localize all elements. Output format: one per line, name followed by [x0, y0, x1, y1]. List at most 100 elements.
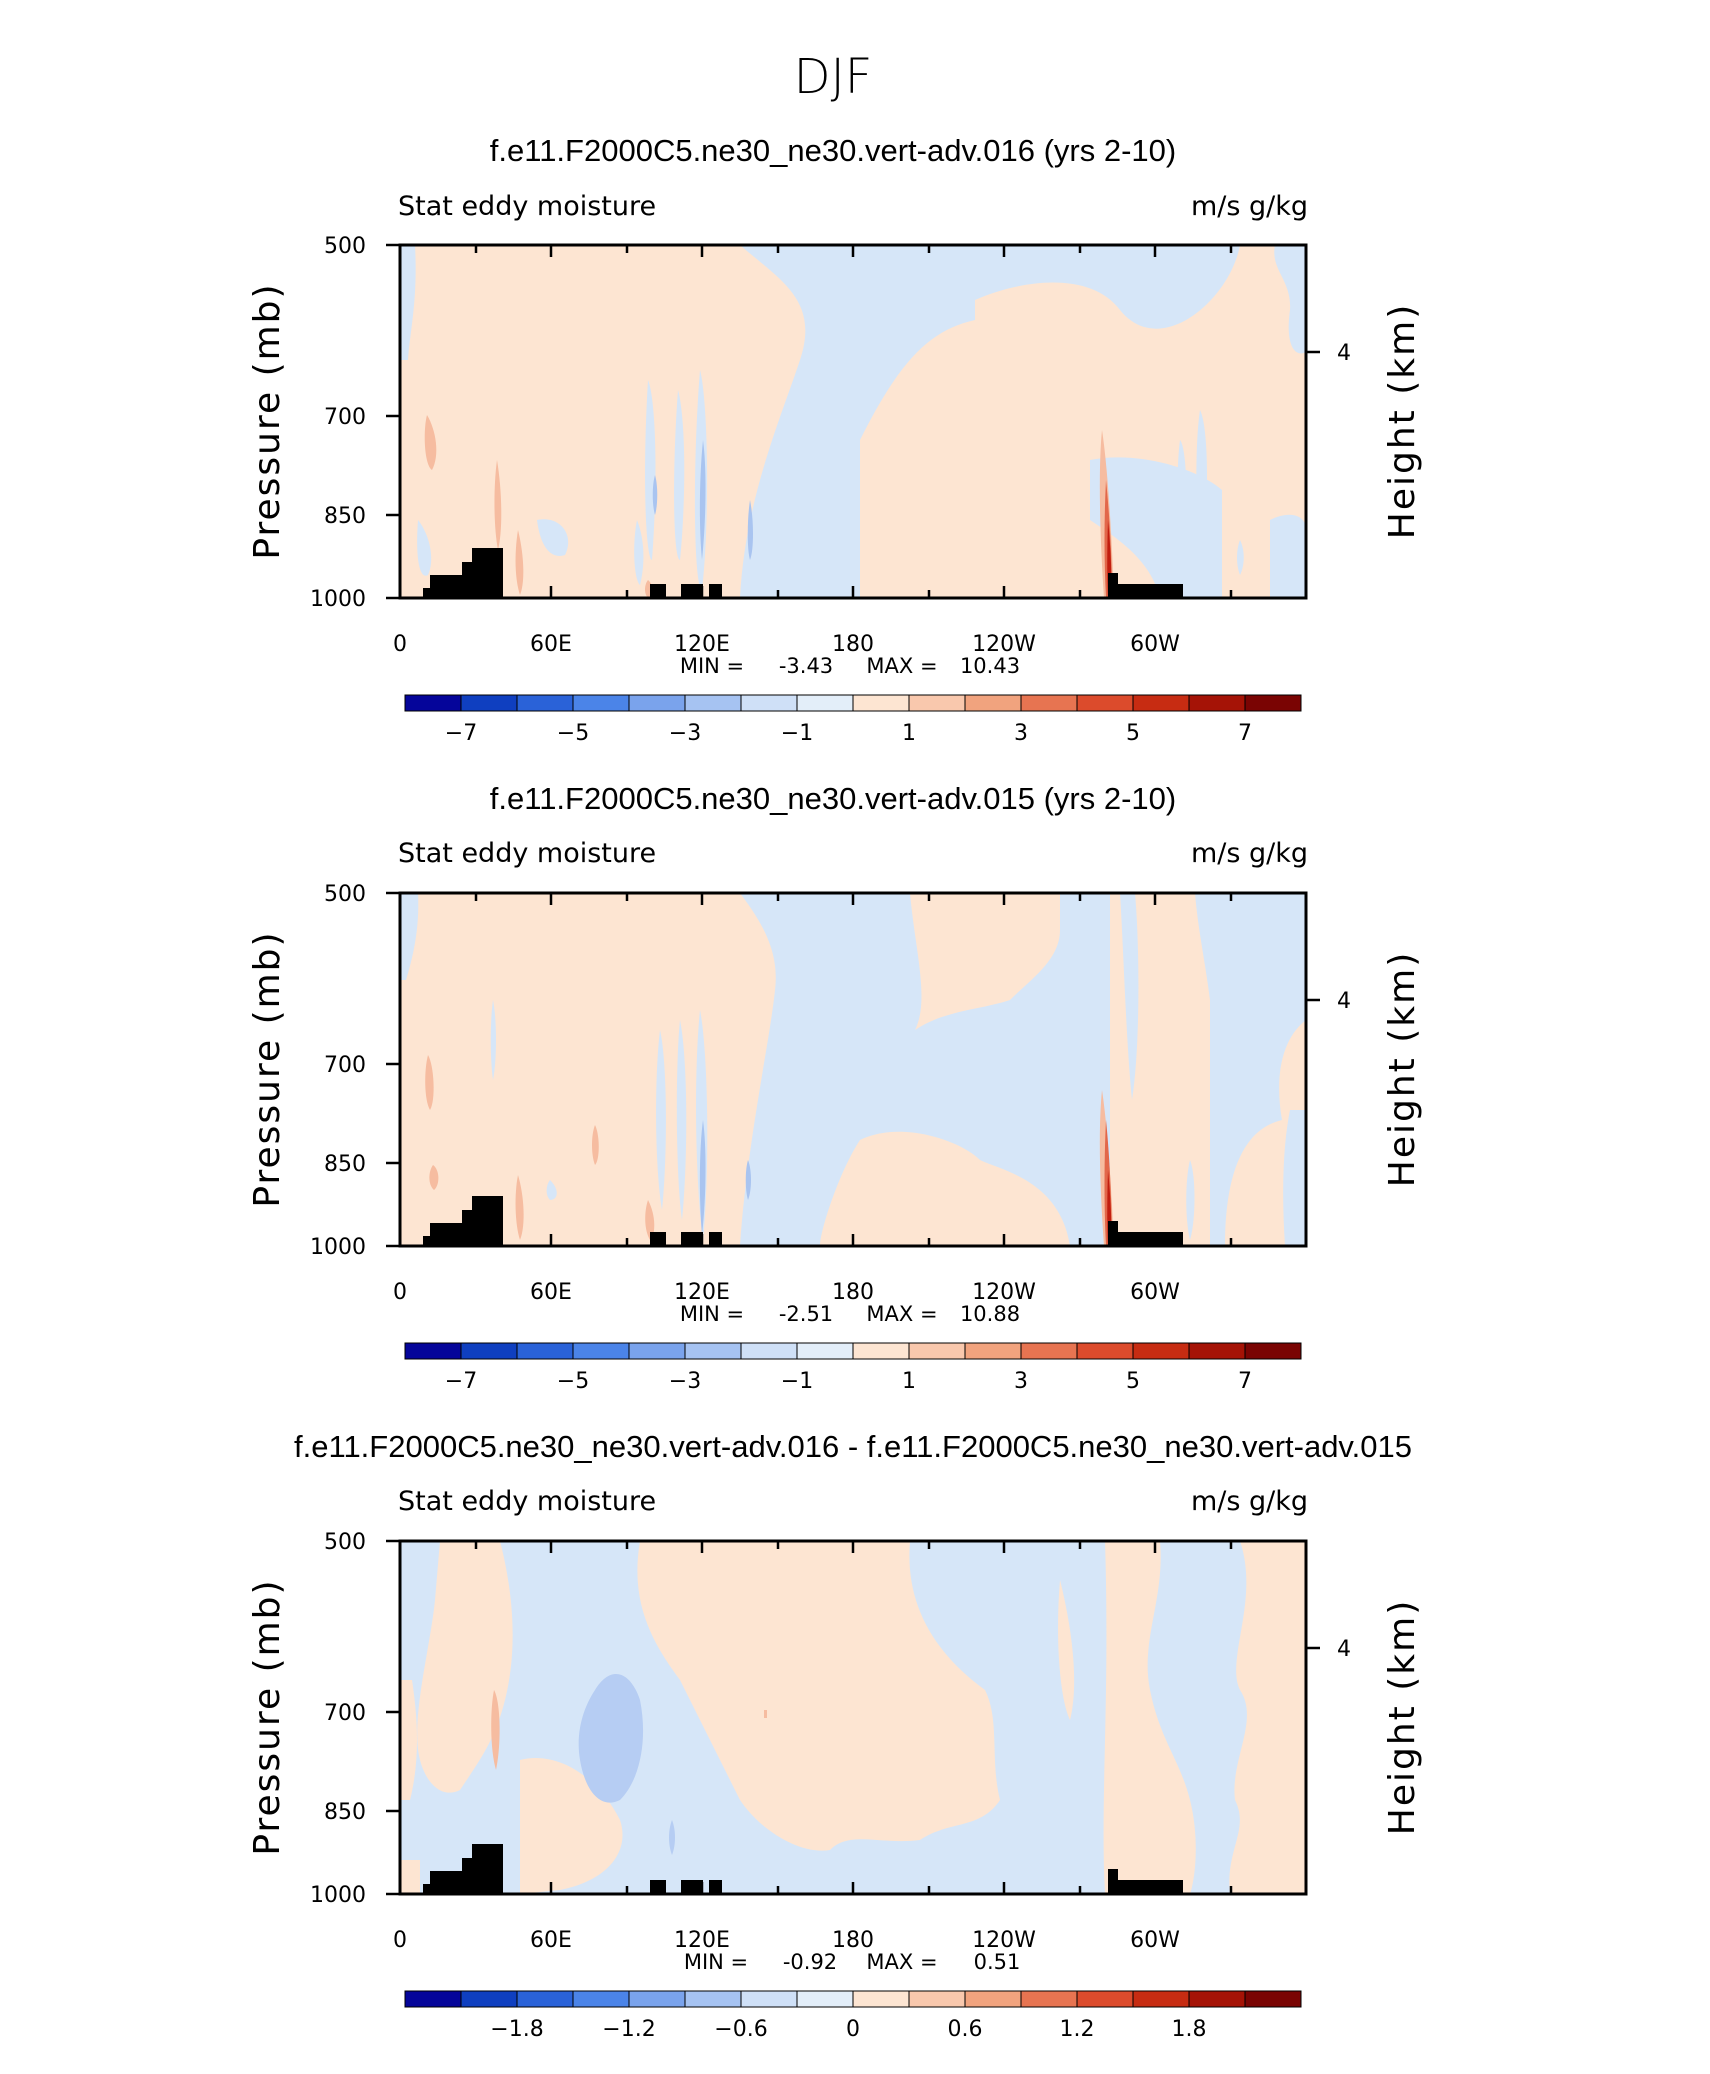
colorbar-tick-label: −7 — [445, 1369, 477, 1394]
max-label: MAX = — [866, 1950, 937, 1974]
colorbar-tick-label: 0.6 — [948, 2017, 983, 2042]
colorbar-cell — [740, 694, 798, 712]
y-tick-label: 850 — [324, 1152, 366, 1177]
x-tick-label: 120E — [674, 632, 730, 657]
y-tick-label: 700 — [324, 405, 366, 430]
colorbar-cell — [460, 1990, 518, 2008]
max-label: MAX = — [866, 654, 937, 678]
colorbar-cell — [852, 694, 910, 712]
colorbar: −7 −5 −3 −1 1 3 5 7 — [404, 694, 1302, 746]
colorbar-tick-label: 1.8 — [1172, 2017, 1207, 2042]
colorbar-tick-label: −5 — [557, 721, 589, 746]
y-axis-title: Pressure (mb) — [247, 930, 288, 1207]
y-tick-label: 850 — [324, 504, 366, 529]
y-axis-title: Pressure (mb) — [247, 282, 288, 559]
colorbar-cell — [1188, 694, 1246, 712]
y-tick-label: 500 — [324, 882, 366, 907]
x-tick-label: 0 — [393, 632, 407, 657]
y2-axis-title: Height (km) — [1382, 1599, 1423, 1835]
units-label: m/s g/kg — [1191, 191, 1308, 222]
colorbar-tick-label: −0.6 — [714, 2017, 767, 2042]
x-tick-label: 0 — [393, 1280, 407, 1305]
colorbar-cell — [572, 694, 630, 712]
colorbar-cell — [460, 1342, 518, 1360]
colorbar-cell — [1020, 1990, 1078, 2008]
colorbar-cell — [1244, 694, 1302, 712]
colorbar-cell — [404, 694, 462, 712]
colorbar-cell — [404, 1342, 462, 1360]
colorbar-cell — [908, 694, 966, 712]
colorbar-tick-label: 7 — [1238, 721, 1252, 746]
colorbar-cell — [628, 694, 686, 712]
x-tick-label: 180 — [832, 632, 874, 657]
max-value: 0.51 — [974, 1950, 1021, 1974]
colorbar-cell — [1020, 694, 1078, 712]
x-tick-label: 180 — [832, 1928, 874, 1953]
colorbar: −7 −5 −3 −1 1 3 5 7 — [404, 1342, 1302, 1394]
plot-area — [400, 1541, 1306, 1894]
colorbar-cell — [516, 1342, 574, 1360]
y-tick-label: 700 — [324, 1053, 366, 1078]
colorbar-tick-label: −1 — [781, 1369, 813, 1394]
colorbar-cell — [1076, 1990, 1134, 2008]
colorbar-cell — [572, 1990, 630, 2008]
colorbar-cell — [1132, 1342, 1190, 1360]
x-tick-label: 120W — [972, 632, 1036, 657]
colorbar-tick-label: −7 — [445, 721, 477, 746]
max-value: 10.43 — [960, 654, 1020, 678]
x-tick-label: 60W — [1130, 1928, 1180, 1953]
colorbar-tick-label: 1.2 — [1060, 2017, 1095, 2042]
variable-label: Stat eddy moisture — [398, 838, 656, 869]
y-tick-label: 500 — [324, 1530, 366, 1555]
figure-title: DJF — [794, 49, 873, 105]
colorbar-tick-label: −5 — [557, 1369, 589, 1394]
colorbar-cell — [1188, 1990, 1246, 2008]
colorbar-tick-label: 3 — [1014, 1369, 1028, 1394]
min-value: -2.51 — [779, 1302, 833, 1326]
colorbar-cell — [964, 1342, 1022, 1360]
y-axis-title: Pressure (mb) — [247, 1578, 288, 1855]
min-label: MIN = — [684, 1950, 748, 1974]
y-tick-label: 1000 — [310, 1235, 366, 1260]
y-tick-label: 700 — [324, 1701, 366, 1726]
colorbar-tick-label: 1 — [902, 721, 916, 746]
x-tick-label: 60W — [1130, 1280, 1180, 1305]
colorbar-cell — [516, 694, 574, 712]
colorbar-cell — [852, 1990, 910, 2008]
colorbar-cell — [684, 694, 742, 712]
colorbar-cell — [908, 1342, 966, 1360]
variable-label: Stat eddy moisture — [398, 191, 656, 222]
x-tick-label: 60E — [530, 632, 572, 657]
colorbar-tick-label: 5 — [1126, 1369, 1140, 1394]
colorbar-cell — [516, 1990, 574, 2008]
colorbar-cell — [964, 1990, 1022, 2008]
colorbar-cell — [1132, 1990, 1190, 2008]
colorbar-cell — [1132, 694, 1190, 712]
colorbar-tick-label: 1 — [902, 1369, 916, 1394]
x-tick-label: 120W — [972, 1280, 1036, 1305]
axis-ticks — [386, 1539, 1320, 1896]
colorbar-cell — [628, 1990, 686, 2008]
colorbar-cell — [684, 1342, 742, 1360]
y-tick-label: 850 — [324, 1800, 366, 1825]
colorbar-cell — [908, 1990, 966, 2008]
colorbar-cell — [1076, 1342, 1134, 1360]
colorbar-cell — [404, 1990, 462, 2008]
colorbar-cell — [628, 1342, 686, 1360]
colorbar-tick-label: −3 — [669, 721, 701, 746]
x-tick-label: 180 — [832, 1280, 874, 1305]
y2-axis-title: Height (km) — [1382, 303, 1423, 539]
x-tick-label: 60E — [530, 1928, 572, 1953]
x-tick-label: 120E — [674, 1928, 730, 1953]
panel-title: f.e11.F2000C5.ne30_ne30.vert-adv.016 (yr… — [490, 133, 1176, 168]
colorbar-cell — [740, 1990, 798, 2008]
y2-tick-label: 4 — [1337, 1637, 1351, 1662]
y-tick-label: 1000 — [310, 1883, 366, 1908]
colorbar-tick-label: −3 — [669, 1369, 701, 1394]
colorbar-cell — [796, 694, 854, 712]
colorbar-cell — [1244, 1990, 1302, 2008]
x-tick-label: 60W — [1130, 632, 1180, 657]
y2-tick-label: 4 — [1337, 341, 1351, 366]
colorbar-tick-label: −1 — [781, 721, 813, 746]
